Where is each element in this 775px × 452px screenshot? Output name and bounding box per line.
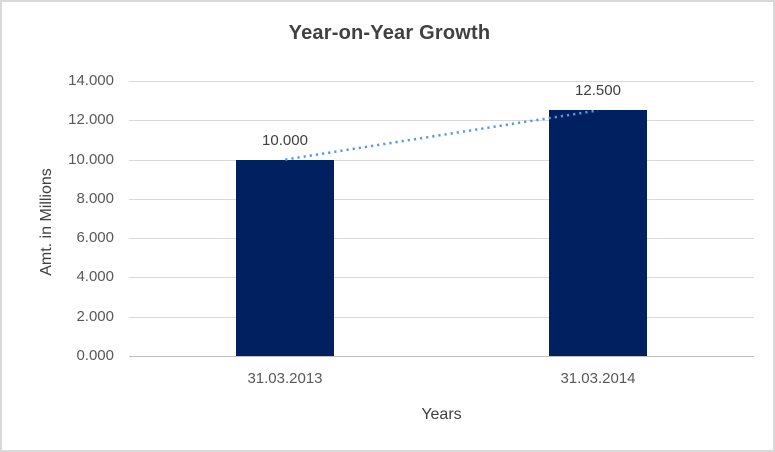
y-tick-label: 0.000 — [76, 347, 114, 364]
x-axis-line — [129, 356, 754, 357]
bar — [549, 110, 647, 356]
y-tick-label: 12.000 — [68, 111, 114, 128]
data-label: 12.500 — [575, 82, 621, 99]
data-label: 10.000 — [262, 132, 308, 149]
gridline — [129, 199, 754, 200]
x-axis-title: Years — [421, 406, 462, 423]
gridline — [129, 277, 754, 278]
y-tick-label: 10.000 — [68, 151, 114, 168]
y-tick-label: 8.000 — [76, 190, 114, 207]
x-tick-label: 31.03.2013 — [247, 370, 323, 387]
y-tick-label: 2.000 — [76, 308, 114, 325]
y-axis-title: Amt. in Millions — [38, 168, 55, 276]
bar — [236, 160, 334, 356]
gridline — [129, 81, 754, 82]
chart-title: Year-on-Year Growth — [288, 22, 491, 44]
y-tick-label: 4.000 — [76, 268, 114, 285]
y-tick-label: 14.000 — [68, 72, 114, 89]
x-tick-label: 31.03.2014 — [560, 370, 636, 387]
gridline — [129, 317, 754, 318]
gridline — [129, 238, 754, 239]
y-tick-label: 6.000 — [76, 229, 114, 246]
gridline — [129, 120, 754, 121]
gridline — [129, 160, 754, 161]
